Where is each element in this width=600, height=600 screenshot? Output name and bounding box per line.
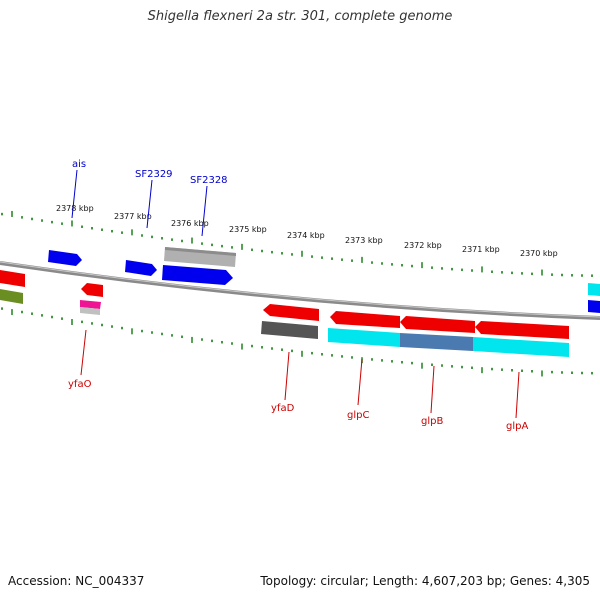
genome-backbone: [0, 261, 600, 320]
genome-summary: Topology: circular; Length: 4,607,203 bp…: [260, 574, 590, 588]
gene-label-glpc[interactable]: glpC: [347, 410, 369, 421]
gene-arrow-sf2328[interactable]: [162, 265, 233, 285]
scale-label-2376: 2376 kbp: [171, 219, 209, 228]
bottom-strand-genes: [80, 283, 569, 357]
gene-arrow-yfad-gray[interactable]: [261, 321, 318, 339]
map-title: Shigella flexneri 2a str. 301, complete …: [147, 9, 453, 24]
gene-label-glpb[interactable]: glpB: [421, 416, 443, 427]
accession-label: Accession: NC_004337: [8, 574, 145, 588]
gene-arrow-left-red[interactable]: [0, 270, 25, 287]
scale-ruler: [1, 210, 593, 377]
gene-arrow-glpb-steel[interactable]: [400, 333, 473, 351]
gene-label-sf2328[interactable]: SF2328: [190, 175, 228, 186]
gene-arrow-glpc[interactable]: [330, 311, 400, 328]
scale-label-2375: 2375 kbp: [229, 225, 267, 234]
gene-arrow-right-blue[interactable]: [588, 300, 600, 313]
gene-label-yfad[interactable]: yfaD: [271, 403, 295, 414]
top-strand-genes: [0, 247, 600, 313]
gene-arrow-glpc-cyan[interactable]: [328, 328, 400, 347]
gene-label-ais[interactable]: ais: [72, 159, 86, 170]
gene-label-glpa[interactable]: glpA: [506, 421, 528, 432]
gene-label-sf2329[interactable]: SF2329: [135, 169, 173, 180]
scale-label-2370: 2370 kbp: [520, 249, 558, 258]
gene-arrow-left-olive[interactable]: [0, 289, 23, 304]
scale-label-2372: 2372 kbp: [404, 241, 442, 250]
gene-arrow-yfao-red[interactable]: [81, 283, 103, 297]
gene-arrow-ais[interactable]: [48, 250, 82, 266]
scale-label-2371: 2371 kbp: [462, 245, 500, 254]
gene-arrow-glpa[interactable]: [475, 321, 569, 339]
gene-arrow-glpb[interactable]: [400, 316, 475, 333]
gene-arrow-right-cyan[interactable]: [588, 283, 600, 296]
gene-arrow-sf2329[interactable]: [125, 260, 157, 276]
gene-arrow-yfad[interactable]: [263, 304, 319, 321]
scale-label-2377: 2377 kbp: [114, 212, 152, 221]
scale-label-2373: 2373 kbp: [345, 236, 383, 245]
scale-label-2378: 2378 kbp: [56, 204, 94, 213]
scale-label-2374: 2374 kbp: [287, 231, 325, 240]
gene-arrow-yfao-pink[interactable]: [80, 300, 101, 309]
gene-arrow-glpa-cyan[interactable]: [473, 337, 569, 357]
gene-label-yfao[interactable]: yfaO: [68, 379, 92, 390]
